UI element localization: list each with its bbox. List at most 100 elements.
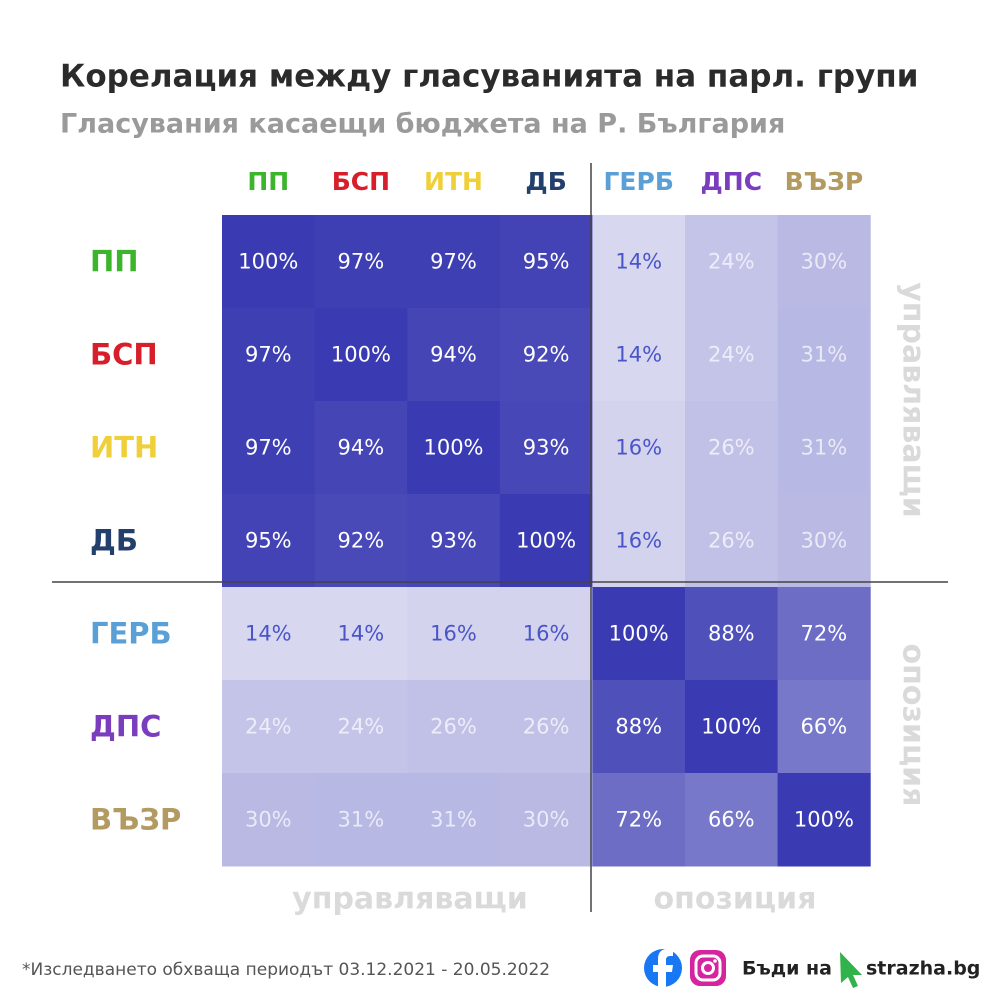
heatmap-cell [499,494,593,588]
cell-label: 24% [245,715,292,739]
footnote: *Изследването обхваща периодът 03.12.202… [22,960,550,980]
cell-label: 97% [430,250,477,274]
cell-label: 97% [245,343,292,367]
cell-label: 31% [338,808,385,832]
heatmap-cell [592,587,686,681]
heatmap-cell [222,494,316,588]
cell-label: 100% [794,808,854,832]
heatmap-cell [222,401,316,495]
cell-label: 31% [430,808,477,832]
cell-label: 88% [615,715,662,739]
heatmap-cell [777,773,871,867]
cell-label: 94% [338,436,385,460]
cell-label: 26% [523,715,570,739]
heatmap-cell [777,401,871,495]
heatmap-cell [499,680,593,774]
cell-label: 16% [615,529,662,553]
heatmap-cell [407,401,501,495]
cell-label: 66% [708,808,755,832]
heatmap-cell [222,680,316,774]
group-label-side: опозиция [896,644,931,807]
cell-label: 93% [430,529,477,553]
cell-label: 30% [801,529,848,553]
heatmap-cell [407,215,501,309]
row-label: ДПС [90,710,161,744]
brand-text: Бъди на [742,958,832,980]
heatmap-cell [499,215,593,309]
row-label: ИТН [90,431,158,465]
cell-label: 97% [338,250,385,274]
cell-label: 24% [708,343,755,367]
heatmap-cell [499,587,593,681]
cell-label: 24% [338,715,385,739]
heatmap-cell [685,401,779,495]
heatmap-cell [592,215,686,309]
cell-label: 16% [615,436,662,460]
cell-label: 31% [801,343,848,367]
cell-label: 66% [801,715,848,739]
heatmap-cell [222,215,316,309]
heatmap-cell [685,494,779,588]
heatmap-cell [314,773,408,867]
cell-label: 14% [615,343,662,367]
heatmap-cell [592,773,686,867]
heatmap-cell [499,308,593,402]
heatmap-cell [685,308,779,402]
cursor-icon [840,952,862,988]
row-label: ГЕРБ [90,617,172,651]
heatmap-cell [777,308,871,402]
cell-label: 31% [801,436,848,460]
heatmap-cell [314,215,408,309]
heatmap-cell [685,587,779,681]
heatmap-cell [314,401,408,495]
cell-label: 97% [245,436,292,460]
group-label-bottom: управляващи [292,882,528,917]
column-label: ДПС [701,167,763,196]
group-label-bottom: опозиция [654,882,817,917]
cell-label: 100% [423,436,483,460]
heatmap-cell [685,680,779,774]
heatmap-cell [777,587,871,681]
cell-label: 100% [516,529,576,553]
heatmap-cell [407,308,501,402]
facebook-icon [644,949,682,988]
column-label: ПП [247,167,289,196]
cell-label: 100% [238,250,298,274]
cell-label: 94% [430,343,477,367]
cell-label: 100% [701,715,761,739]
cell-label: 92% [523,343,570,367]
cell-label: 72% [801,622,848,646]
heatmap-cell [499,401,593,495]
cell-label: 30% [245,808,292,832]
cell-label: 88% [708,622,755,646]
cell-label: 93% [523,436,570,460]
cell-label: 26% [708,436,755,460]
heatmap-cell [222,587,316,681]
cell-label: 30% [523,808,570,832]
brand-site: strazha.bg [866,958,980,980]
heatmap-cell [407,680,501,774]
cell-label: 14% [615,250,662,274]
row-label: БСП [90,338,158,372]
heatmap-cell [314,494,408,588]
cell-label: 26% [430,715,477,739]
heatmap-cell [592,401,686,495]
cell-label: 16% [523,622,570,646]
heatmap-cell [407,587,501,681]
cell-label: 24% [708,250,755,274]
column-label: ДБ [525,167,566,196]
heatmap-cell [407,773,501,867]
row-label: ПП [90,245,139,279]
heatmap-cell [592,494,686,588]
heatmap-cell [777,494,871,588]
heatmap-cell [592,308,686,402]
heatmap-cell [222,773,316,867]
heatmap-cell [777,215,871,309]
heatmap-cell [314,587,408,681]
heatmap-cell [499,773,593,867]
cell-label: 14% [338,622,385,646]
row-label: ДБ [90,524,138,558]
heatmap-cell [685,215,779,309]
heatmap-cell [314,680,408,774]
